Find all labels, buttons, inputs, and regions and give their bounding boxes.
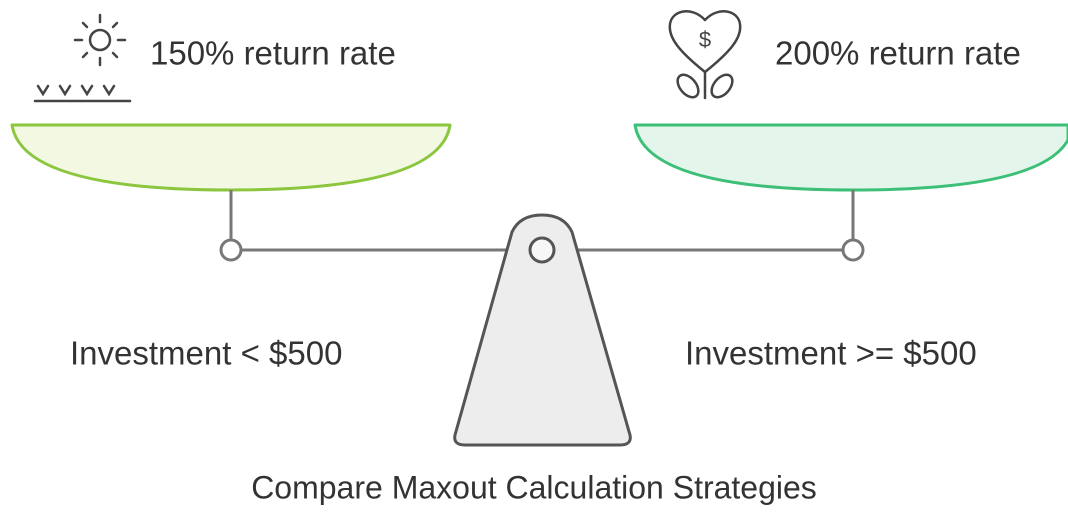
right-pan <box>635 125 1068 190</box>
right-joint <box>843 240 863 260</box>
heart-icon: $ <box>670 11 740 101</box>
pivot <box>530 238 554 262</box>
sun-icon <box>35 15 130 101</box>
left-joint <box>221 240 241 260</box>
left-label: 150% return rate <box>150 35 396 72</box>
page: {"left": {"label": "150% return rate", "… <box>0 0 1068 513</box>
left-condition: Investment < $500 <box>70 335 342 372</box>
balance-diagram: $ 150% return rate 200% return rate Inve… <box>0 0 1068 513</box>
icon-symbol: $ <box>699 27 711 52</box>
left-pan <box>12 125 450 190</box>
right-label: 200% return rate <box>775 35 1021 72</box>
diagram-title: Compare Maxout Calculation Strategies <box>251 469 817 505</box>
right-condition: Investment >= $500 <box>685 335 977 372</box>
